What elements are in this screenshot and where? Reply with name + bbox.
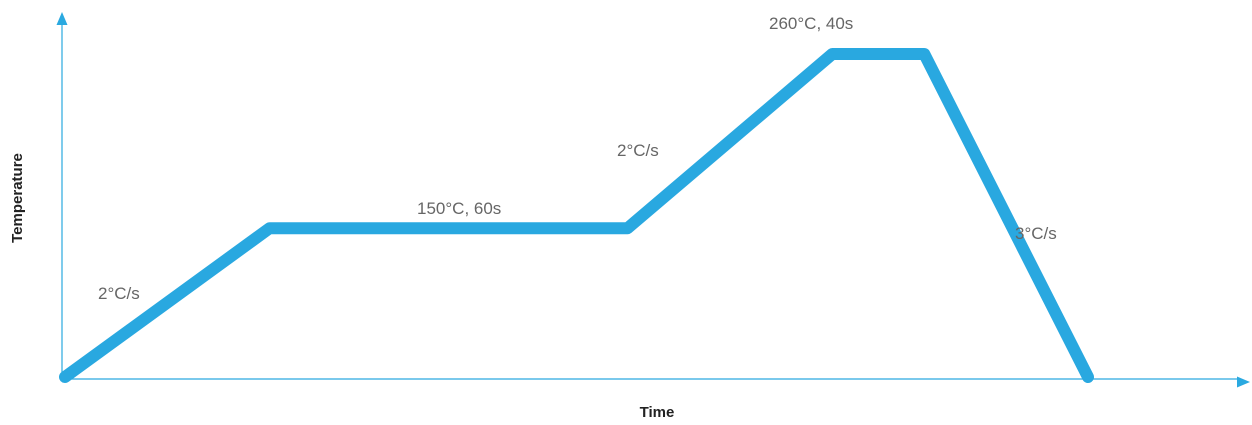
y-axis [56, 12, 68, 379]
annotation-ramp2: 2°C/s [617, 141, 659, 160]
x-axis-arrow-icon [1237, 376, 1250, 388]
annotation-soak: 150°C, 60s [417, 199, 501, 218]
y-axis-arrow-icon [56, 12, 68, 25]
x-axis [62, 376, 1250, 388]
x-axis-label: Time [640, 404, 675, 421]
annotation-cool: 3°C/s [1015, 224, 1057, 243]
annotation-ramp1: 2°C/s [98, 284, 140, 303]
annotation-peak: 260°C, 40s [769, 14, 853, 33]
temperature-profile-line [59, 48, 1094, 383]
y-axis-label: Temperature [9, 153, 26, 243]
